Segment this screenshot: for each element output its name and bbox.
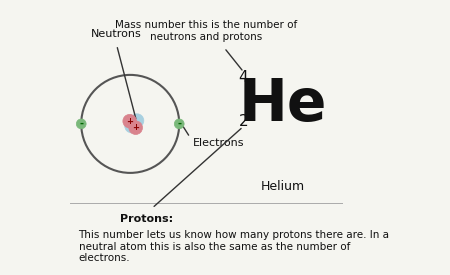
Text: Protons:: Protons:: [120, 214, 173, 224]
Text: Mass number this is the number of
neutrons and protons: Mass number this is the number of neutro…: [115, 20, 297, 42]
Circle shape: [123, 114, 136, 128]
Text: Electrons: Electrons: [193, 138, 244, 148]
Text: -: -: [79, 119, 83, 129]
Text: +: +: [132, 123, 139, 132]
Text: Neutrons: Neutrons: [91, 29, 142, 39]
Text: Helium: Helium: [261, 180, 305, 193]
Text: +: +: [126, 117, 133, 126]
Circle shape: [76, 119, 86, 129]
Circle shape: [125, 119, 139, 133]
Text: 4: 4: [238, 70, 248, 85]
Circle shape: [130, 114, 144, 127]
Circle shape: [129, 121, 143, 134]
Text: This number lets us know how many protons there are. In a
neutral atom this is a: This number lets us know how many proton…: [78, 230, 390, 263]
Circle shape: [174, 119, 184, 129]
Text: He: He: [238, 76, 327, 133]
Text: 2: 2: [238, 114, 248, 129]
Text: -: -: [177, 119, 181, 129]
